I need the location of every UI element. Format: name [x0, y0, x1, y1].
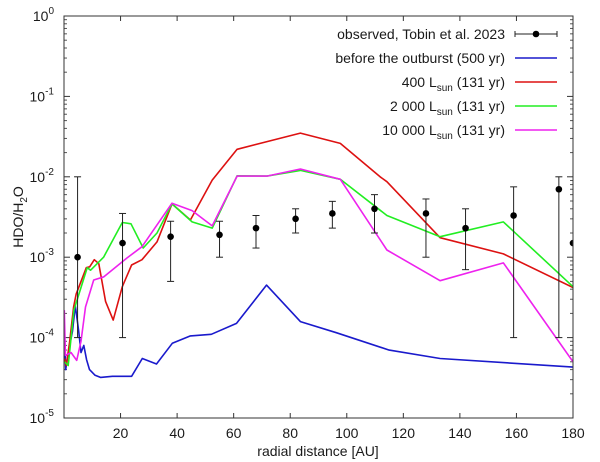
x-tick-label: 40	[169, 425, 185, 441]
y-tick-label: 10-2	[30, 167, 55, 185]
x-tick-label: 120	[392, 425, 416, 441]
observed-point	[216, 231, 223, 239]
legend-label-observed: observed, Tobin et al. 2023	[337, 26, 505, 42]
x-tick-label: 60	[226, 425, 242, 441]
observed-point	[252, 224, 260, 232]
series-lines	[64, 132, 573, 379]
legend: observed, Tobin et al. 2023 before the ou…	[335, 26, 558, 142]
y-axis-label-sub: 2	[19, 197, 30, 203]
x-tick-label: 100	[335, 425, 359, 441]
observed-point	[292, 215, 299, 223]
axes: 20 40 60 80 100 120 140 160 180 100 10-1 10-2 10-3 10…	[30, 6, 585, 441]
x-axis-label: radial distance [AU]	[257, 443, 378, 459]
x-tick-label: 140	[448, 425, 472, 441]
observed-point	[119, 239, 126, 247]
y-axis-label-tail: O	[10, 186, 26, 197]
y-axis-label: HDO/H2O	[10, 186, 30, 248]
observed-point	[569, 239, 573, 247]
y-axis-label-main: HDO/H	[10, 203, 26, 248]
observed-points	[74, 176, 573, 339]
x-tick-label: 180	[561, 425, 585, 441]
observed-point	[510, 212, 517, 219]
observed-point	[462, 224, 469, 232]
observed-point	[371, 205, 378, 213]
observed-point	[74, 253, 81, 261]
legend-label-0: before the outburst (500 yr)	[335, 50, 505, 66]
observed-point	[167, 233, 174, 240]
y-tick-label: 10-3	[30, 247, 55, 265]
series-line-3	[64, 168, 573, 363]
x-tick-label: 80	[282, 425, 298, 441]
y-tick-label: 10-5	[30, 408, 55, 426]
x-tick-label: 160	[505, 425, 529, 441]
y-tick-label: 10-4	[30, 328, 55, 346]
x-tick-label: 20	[113, 425, 129, 441]
observed-point	[422, 210, 430, 217]
observed-point	[555, 185, 563, 193]
legend-observed-marker	[532, 30, 540, 38]
legend-label-2: 2 000 Lsun (131 yr)	[390, 98, 505, 118]
series-line-1	[64, 132, 573, 367]
legend-label-3: 10 000 Lsun (131 yr)	[382, 122, 505, 142]
legend-label-1: 400 Lsun (131 yr)	[402, 74, 505, 94]
y-tick-label: 10-1	[30, 86, 55, 104]
observed-point	[329, 210, 336, 217]
plot-frame	[63, 15, 574, 419]
y-tick-label: 100	[33, 6, 55, 24]
series-line-2	[64, 169, 573, 367]
series-line-0	[64, 284, 573, 379]
